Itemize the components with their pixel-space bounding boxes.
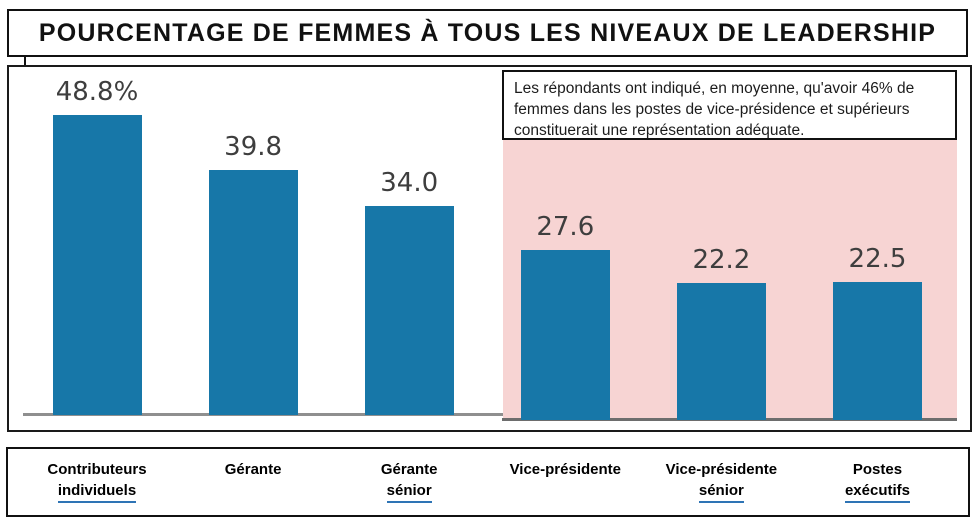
category-label-line1: Vice-présidente (665, 461, 778, 478)
bar-value-label: 22.5 (848, 244, 907, 274)
category-label-Contributeurs individuels: Contributeurs individuels (7, 459, 187, 503)
annotation-box: Les répondants ont indiqué, en moyenne, … (502, 70, 957, 140)
category-label-line1: Gérante (224, 461, 282, 478)
page-title: POURCENTAGE DE FEMMES À TOUS LES NIVEAUX… (38, 18, 937, 47)
chart-title-box: POURCENTAGE DE FEMMES À TOUS LES NIVEAUX… (7, 9, 968, 57)
bar-Vice-présidente sénior (676, 283, 766, 420)
bar-Contributeurs individuels (52, 115, 142, 415)
bar-Gérante sénior (364, 206, 454, 415)
category-label-Vice-présidente: Vice-présidente (475, 459, 655, 480)
category-label-Vice-présidente sénior: Vice-présidente sénior (631, 459, 811, 503)
category-label-line1: Postes (852, 461, 903, 478)
bar-chart: Les répondants ont indiqué, en moyenne, … (7, 65, 972, 432)
bar-value-label: 22.2 (692, 245, 751, 275)
category-label-line1: Gérante (380, 461, 438, 478)
bar-value-label: 39.8 (224, 132, 283, 162)
category-label-line2: sénior (386, 480, 432, 503)
category-label-line1: Contributeurs (47, 461, 147, 478)
annotation-text: Les répondants ont indiqué, en moyenne, … (514, 80, 915, 139)
bar-Gérante (208, 170, 298, 415)
bar-value-label: 27.6 (536, 212, 595, 242)
plot-area: Les répondants ont indiqué, en moyenne, … (9, 67, 970, 430)
bar-Postes exécutifs (833, 282, 922, 420)
category-label-line2: individuels (57, 480, 137, 503)
category-label-Gérante sénior: Gérante sénior (319, 459, 499, 503)
category-label-line2: exécutifs (844, 480, 911, 503)
bar-value-label: 48.8% (55, 77, 139, 107)
category-labels-box: Contributeurs individuels Gérante Gérante sé… (6, 447, 970, 517)
category-label-line1: Vice-présidente (509, 461, 622, 478)
bar-Vice-présidente (520, 250, 610, 420)
category-label-Gérante: Gérante (163, 459, 343, 480)
bar-value-label: 34.0 (380, 168, 439, 198)
category-label-line2: sénior (698, 480, 744, 503)
category-label-Postes exécutifs: Postes exécutifs (788, 459, 968, 503)
